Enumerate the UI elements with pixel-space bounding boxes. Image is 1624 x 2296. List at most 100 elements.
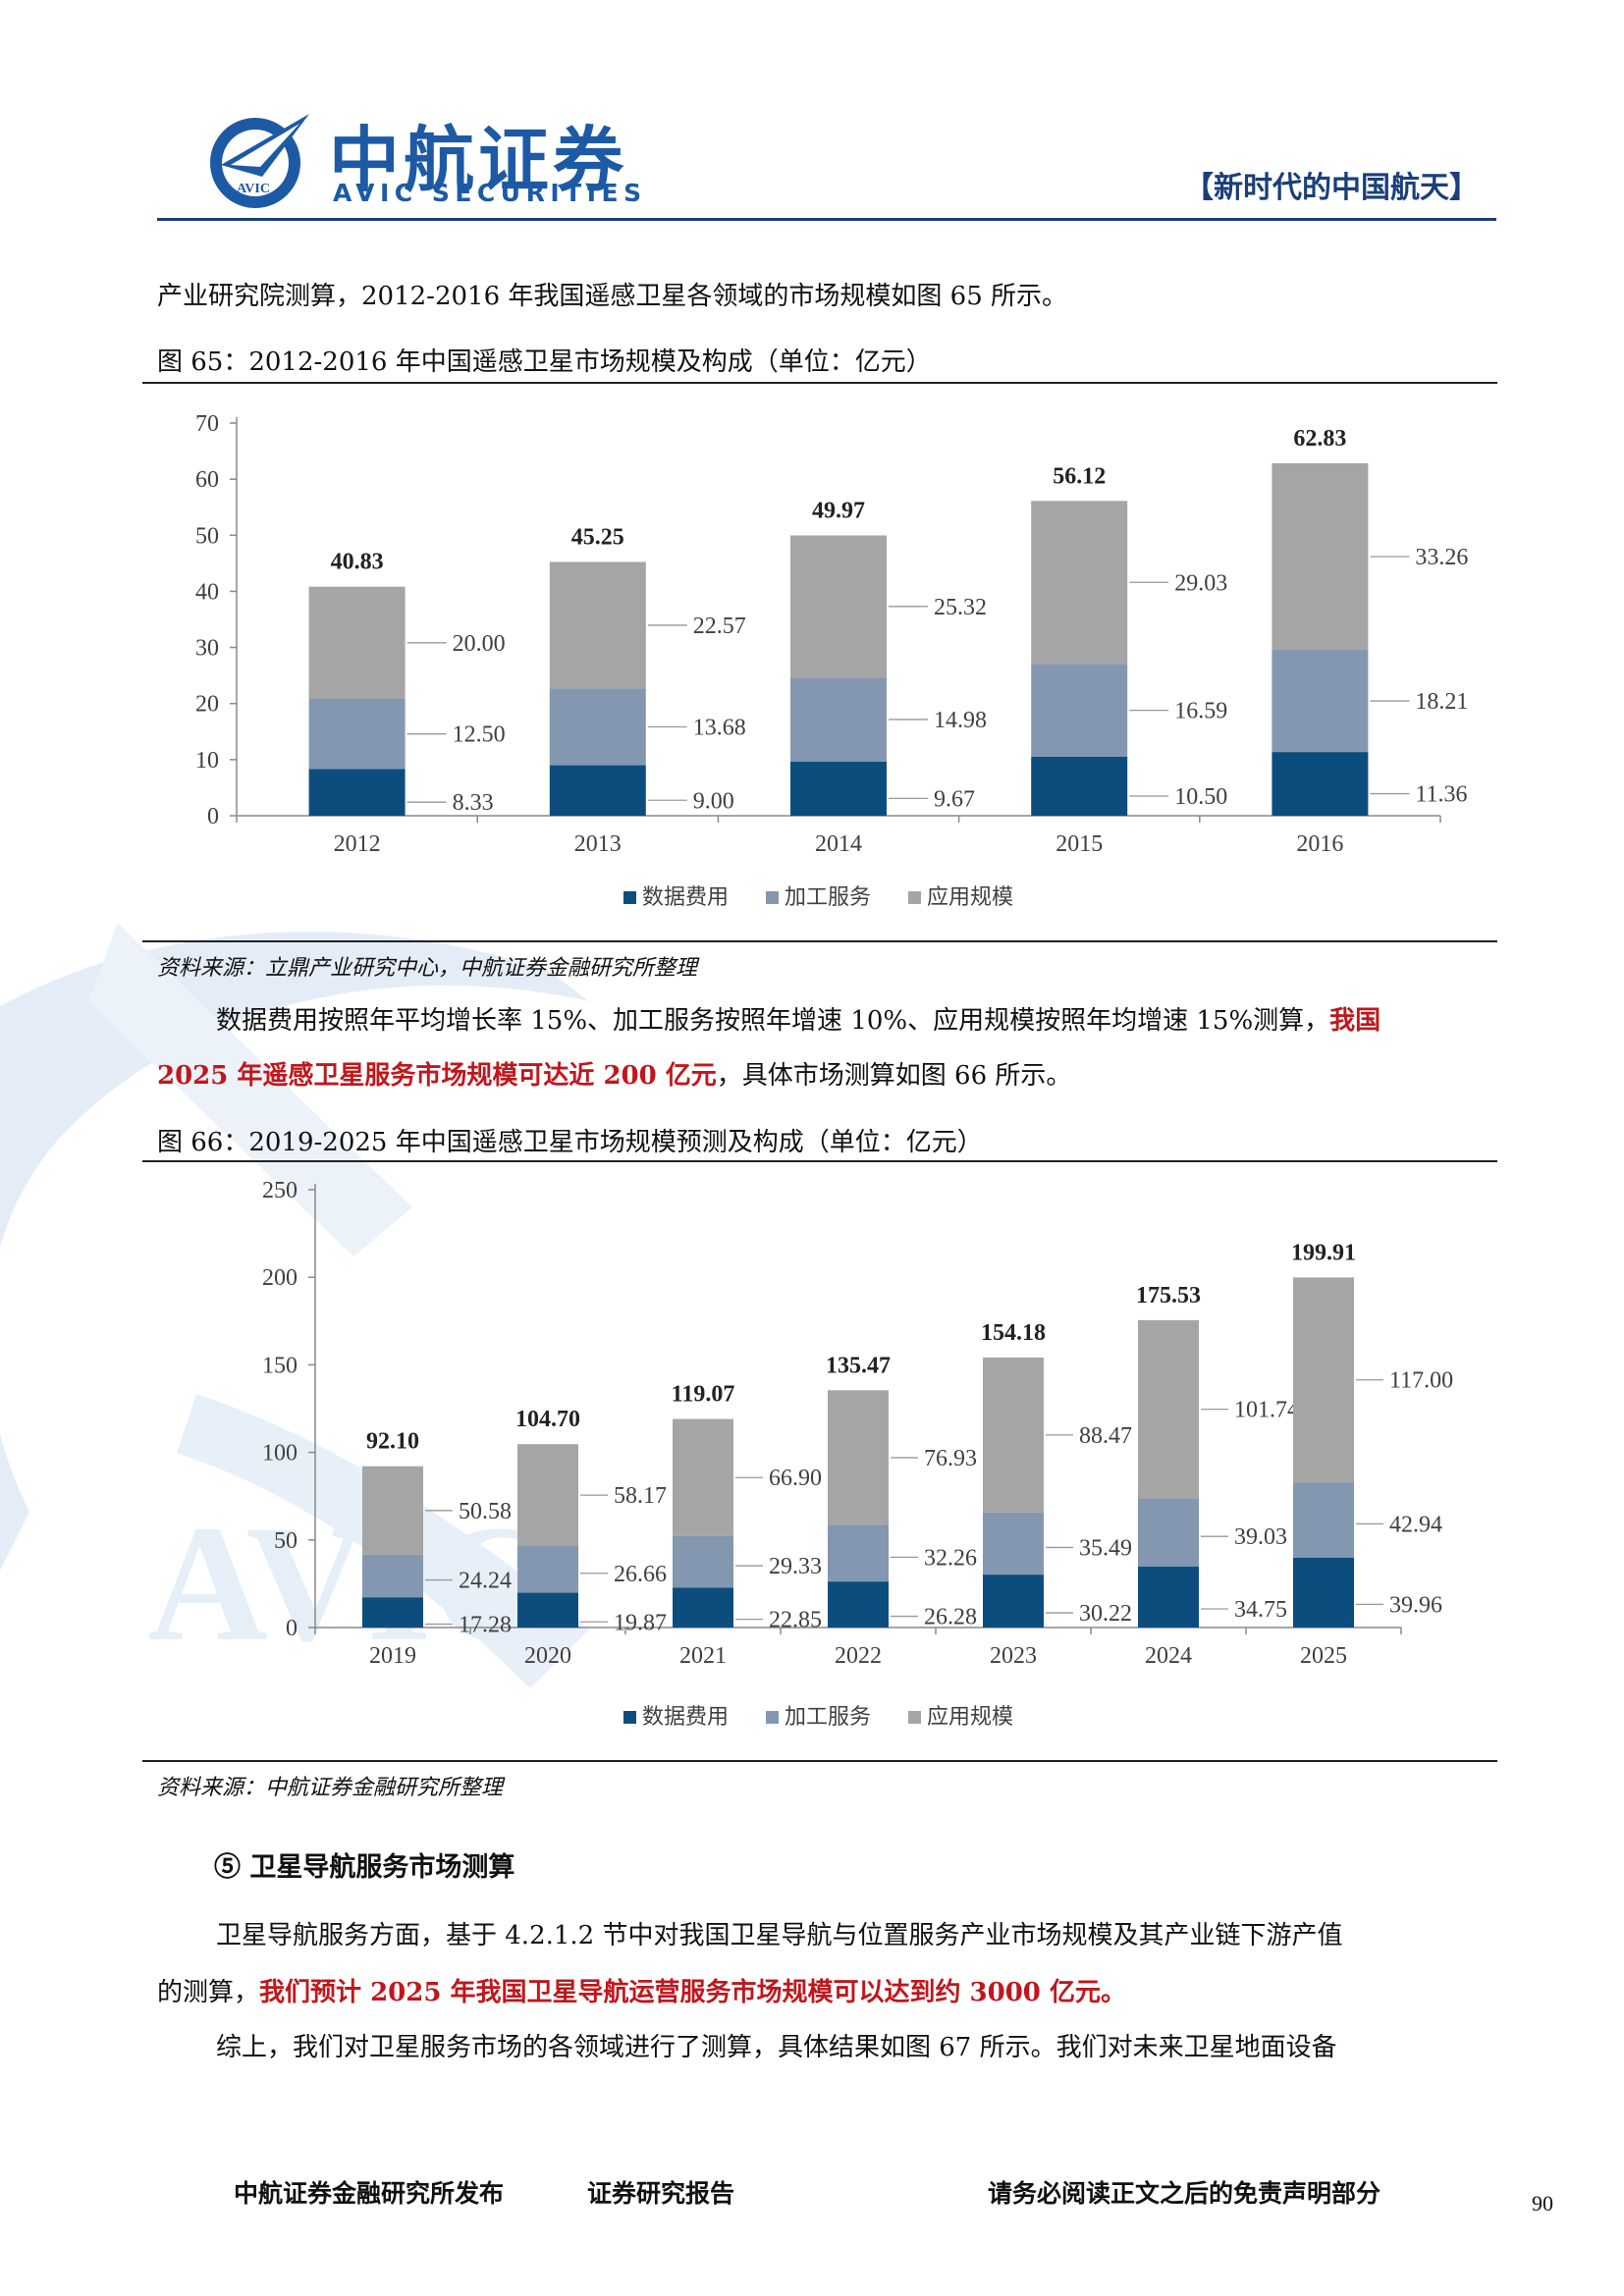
data-label: 10.50: [1174, 784, 1227, 810]
section-heading-navigation: ⑤ 卫星导航服务市场测算: [214, 1852, 515, 1883]
data-label: 12.50: [453, 722, 506, 748]
total-label: 45.25: [571, 524, 624, 550]
data-label: 19.87: [614, 1610, 667, 1635]
data-label: 17.28: [459, 1613, 512, 1638]
forecast-text-a: 数据费用按照年平均增长率 15%、加工服务按照年增速 10%、应用规模按照年均增…: [216, 1006, 1330, 1036]
bar-segment: [828, 1390, 889, 1525]
y-tick-label: 100: [262, 1441, 298, 1467]
bar-segment: [308, 769, 406, 816]
forecast-highlight-a: 我国: [1329, 1006, 1381, 1036]
bar-segment: [1031, 664, 1128, 757]
total-label: 154.18: [981, 1320, 1046, 1346]
figure-65-top-rule: [142, 382, 1497, 384]
x-tick-label: 2023: [990, 1643, 1037, 1669]
x-tick-label: 2012: [334, 831, 381, 857]
y-tick-label: 10: [195, 748, 219, 774]
bar-segment: [790, 677, 887, 762]
total-label: 62.83: [1293, 426, 1346, 452]
data-label: 66.90: [769, 1466, 822, 1491]
x-tick-label: 2022: [835, 1643, 882, 1669]
watermark-text: AVIC: [147, 1491, 553, 1676]
data-label: 26.66: [614, 1562, 667, 1587]
header-divider: [157, 218, 1496, 221]
bar-segment: [549, 688, 646, 766]
data-label: 34.75: [1234, 1597, 1287, 1623]
bar-segment: [517, 1545, 578, 1593]
data-label: 22.85: [769, 1608, 822, 1633]
legend-label: 加工服务: [785, 884, 871, 909]
total-label: 119.07: [672, 1382, 735, 1408]
legend-label: 应用规模: [927, 1704, 1013, 1729]
data-label: 22.57: [693, 614, 746, 639]
bar-segment: [1031, 757, 1128, 816]
data-label: 25.32: [934, 595, 987, 620]
bar-segment: [1272, 650, 1369, 753]
total-label: 56.12: [1053, 463, 1106, 489]
bar-segment: [362, 1597, 423, 1628]
data-label: 58.17: [614, 1483, 667, 1509]
data-label: 30.22: [1079, 1601, 1132, 1627]
footer-publisher: 中航证券金融研究所发布: [234, 2179, 505, 2208]
bar-segment: [790, 535, 887, 678]
logo-english-text: AVIC SECURITIES: [333, 179, 647, 207]
data-label: 39.03: [1234, 1524, 1287, 1550]
data-label: 50.58: [459, 1499, 512, 1524]
data-label: 88.47: [1079, 1423, 1132, 1449]
bar-segment: [517, 1444, 578, 1546]
bar-segment: [362, 1466, 423, 1555]
bar-segment: [673, 1535, 733, 1588]
y-tick-label: 40: [195, 579, 219, 605]
y-tick-label: 0: [207, 804, 219, 829]
y-tick-label: 50: [274, 1528, 298, 1554]
total-label: 40.83: [331, 550, 384, 575]
data-label: 26.28: [924, 1605, 977, 1630]
bar-segment: [1293, 1482, 1354, 1558]
y-tick-label: 150: [262, 1353, 298, 1378]
data-label: 24.24: [459, 1569, 512, 1594]
y-tick-label: 70: [195, 411, 219, 437]
x-tick-label: 2015: [1056, 831, 1103, 857]
data-label: 13.68: [693, 715, 746, 740]
legend-swatch: [623, 1711, 636, 1724]
paragraph-navigation-line2: 的测算，我们预计 2025 年我国卫星导航运营服务市场规模可以达到约 3000 …: [157, 1973, 1492, 2012]
y-tick-label: 0: [286, 1616, 298, 1641]
bar-segment: [308, 698, 406, 770]
bar-segment: [828, 1581, 889, 1628]
bar-segment: [1293, 1557, 1354, 1628]
bar-segment: [983, 1575, 1044, 1628]
bar-segment: [517, 1592, 578, 1628]
legend-swatch: [766, 1711, 779, 1724]
bar-segment: [1138, 1567, 1199, 1628]
avic-watermark: AVIC: [0, 923, 589, 1688]
figure-66-title: 图 66：2019-2025 年中国遥感卫星市场规模预测及构成（单位：亿元）: [157, 1128, 983, 1157]
paragraph-navigation: 卫星导航服务方面，基于 4.2.1.2 节中对我国卫星导航与位置服务产业市场规模…: [216, 1921, 1343, 1950]
total-label: 104.70: [515, 1407, 580, 1432]
bar-segment: [549, 765, 646, 816]
figure-66-bottom-rule: [142, 1760, 1497, 1762]
paragraph-forecast: 数据费用按照年平均增长率 15%、加工服务按照年增速 10%、应用规模按照年均增…: [157, 1001, 1492, 1041]
bar-segment: [790, 761, 887, 816]
footer-disclaimer: 请务必阅读正文之后的免责声明部分: [988, 2179, 1381, 2208]
data-label: 11.36: [1415, 782, 1467, 808]
data-label: 39.96: [1389, 1592, 1442, 1618]
x-tick-label: 2020: [524, 1643, 571, 1669]
data-label: 42.94: [1389, 1512, 1442, 1537]
x-tick-label: 2021: [679, 1643, 727, 1669]
y-tick-label: 20: [195, 692, 219, 718]
bar-segment: [1272, 462, 1369, 651]
data-label: 9.67: [934, 786, 975, 812]
bar-segment: [362, 1554, 423, 1598]
forecast-highlight-b: 2025 年遥感卫星服务市场规模可达近 200 亿元: [157, 1061, 717, 1091]
x-tick-label: 2016: [1296, 831, 1343, 857]
bar-segment: [1138, 1319, 1199, 1499]
bar-segment: [308, 586, 406, 699]
figure-65-bottom-rule: [142, 940, 1497, 942]
y-tick-label: 200: [262, 1265, 298, 1291]
legend-label: 应用规模: [927, 884, 1013, 909]
data-label: 33.26: [1415, 545, 1468, 570]
figure-66-top-rule: [142, 1160, 1497, 1162]
data-label: 14.98: [934, 708, 987, 733]
figure-65-title: 图 65：2012-2016 年中国遥感卫星市场规模及构成（单位：亿元）: [157, 347, 932, 377]
y-tick-label: 60: [195, 467, 219, 493]
bar-segment: [1272, 752, 1369, 816]
